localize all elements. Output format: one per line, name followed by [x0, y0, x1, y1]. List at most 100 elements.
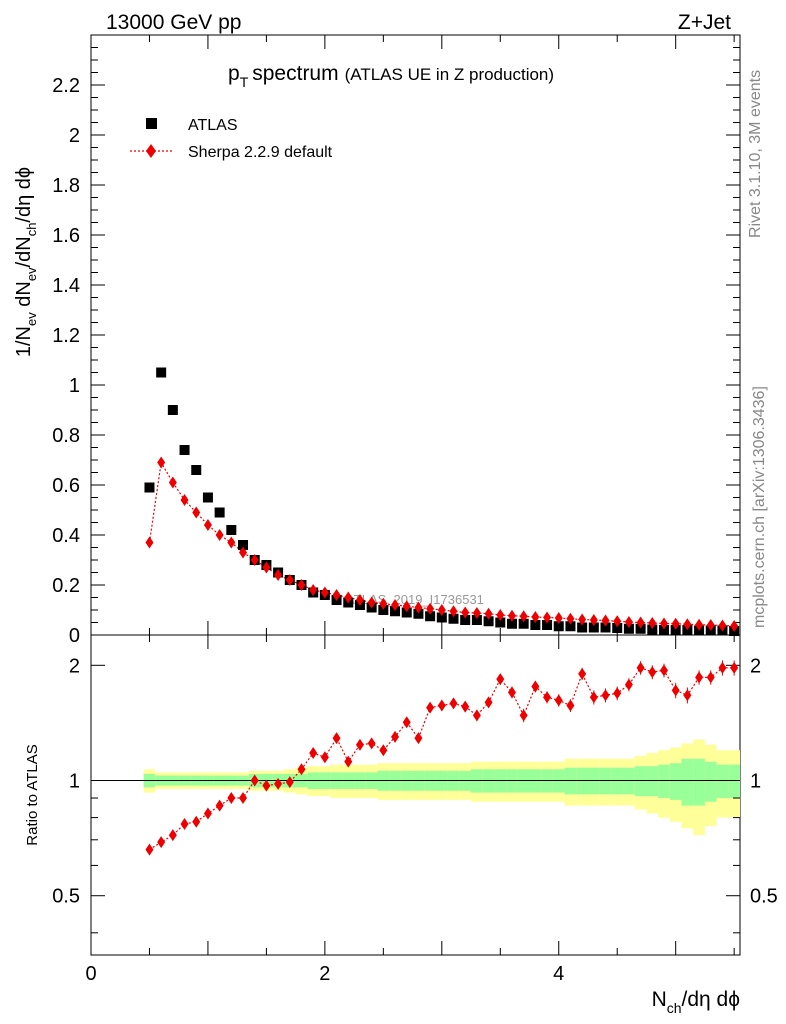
ratio-point [332, 732, 341, 745]
sherpa-point [683, 618, 692, 631]
ratio-point [285, 776, 294, 789]
x-axis-label: Nch/dη dϕ [652, 988, 740, 1016]
ratio-point [566, 699, 575, 712]
sherpa-point [613, 615, 622, 628]
atlas-point [588, 622, 599, 633]
ratio-y-axis-label: Ratio to ATLAS [24, 744, 41, 845]
y-tick-label: 0 [69, 625, 80, 647]
ratio-point [355, 738, 364, 751]
ratio-point [203, 807, 212, 820]
ratio-y-tick-label-right: 2 [750, 655, 761, 677]
title-subscript: T [240, 74, 249, 90]
ratio-point [636, 661, 645, 674]
atlas-point [378, 605, 389, 615]
atlas-point [191, 465, 202, 475]
sherpa-point [145, 536, 154, 549]
sherpa-point [484, 607, 493, 620]
sherpa-point [250, 554, 259, 566]
atlas-point [635, 623, 646, 634]
atlas-point [425, 611, 436, 622]
atlas-point [542, 620, 553, 630]
x-tick-label: 2 [319, 963, 330, 985]
sherpa-point [426, 602, 435, 615]
atlas-point [226, 525, 237, 535]
ratio-point [706, 671, 715, 684]
sherpa-point [192, 506, 201, 519]
ratio-point [192, 815, 201, 828]
sherpa-point [180, 494, 189, 506]
y-tick-label: 2 [69, 125, 80, 147]
y-tick-label: 2.2 [52, 75, 80, 97]
ratio-point [239, 792, 248, 805]
sherpa-point [391, 599, 400, 611]
sherpa-point [718, 619, 727, 632]
y-tick-label: 1.6 [52, 225, 80, 247]
sherpa-point [519, 610, 528, 623]
band-inner [728, 764, 740, 799]
y-tick-label: 1 [69, 375, 80, 397]
ratio-point [519, 709, 528, 722]
sherpa-point [566, 612, 575, 625]
atlas-point [144, 482, 155, 493]
band-inner [611, 767, 624, 795]
ratio-point [391, 730, 400, 743]
ratio-point [484, 696, 493, 709]
ratio-point [168, 829, 177, 842]
ratio-point [426, 701, 435, 714]
atlas-point [600, 622, 611, 633]
band-inner [634, 766, 647, 797]
y-tick-label: 0.6 [52, 475, 80, 497]
atlas-point [202, 492, 213, 503]
atlas-point [506, 618, 517, 629]
atlas-point [436, 612, 447, 623]
sherpa-point [624, 616, 633, 628]
source-label: mcplots.cern.ch [arXiv:1306.3436] [751, 386, 768, 628]
ratio-point [496, 673, 505, 686]
ratio-point [578, 667, 587, 680]
sherpa-point [285, 574, 294, 586]
band-inner [704, 761, 717, 802]
atlas-point [518, 618, 529, 629]
atlas-point [401, 607, 412, 618]
ratio-point [624, 678, 633, 691]
band-inner [681, 758, 694, 806]
atlas-point [214, 507, 225, 518]
atlas-point [156, 367, 167, 378]
sherpa-point [507, 609, 516, 622]
x-tick-label: 0 [85, 963, 96, 985]
sherpa-point [578, 613, 587, 626]
ratio-point [730, 661, 739, 674]
atlas-point [413, 608, 424, 619]
sherpa-point [379, 597, 388, 610]
ratio-point [543, 691, 552, 704]
ratio-y-tick-label-right: 1 [750, 771, 761, 793]
sherpa-point [554, 612, 563, 624]
sherpa-point [706, 619, 715, 631]
sherpa-point [461, 606, 470, 619]
atlas-point [483, 616, 494, 627]
sherpa-point [239, 546, 248, 559]
atlas-point [577, 622, 588, 633]
atlas-point [471, 615, 482, 625]
sherpa-point [730, 620, 739, 632]
title-p: p [228, 62, 240, 85]
sherpa-point [203, 519, 212, 531]
atlas-point [658, 625, 669, 635]
sherpa-point [531, 611, 540, 623]
sherpa-point [449, 605, 458, 618]
atlas-point [460, 615, 471, 625]
ratio-point [309, 747, 318, 760]
sherpa-point [414, 601, 423, 614]
sherpa-point [168, 476, 177, 489]
y-tick-label: 1.8 [52, 175, 80, 197]
ratio-uncertainty-bands [143, 739, 740, 836]
ratio-point [215, 799, 224, 812]
atlas-point [179, 445, 190, 455]
sherpa-point [355, 594, 364, 606]
ratio-point [274, 777, 283, 790]
sherpa-point [636, 616, 645, 629]
y-tick-label: 0.2 [52, 575, 80, 597]
ratio-point [402, 716, 411, 729]
sherpa-point [274, 569, 283, 581]
band-inner [646, 766, 659, 797]
